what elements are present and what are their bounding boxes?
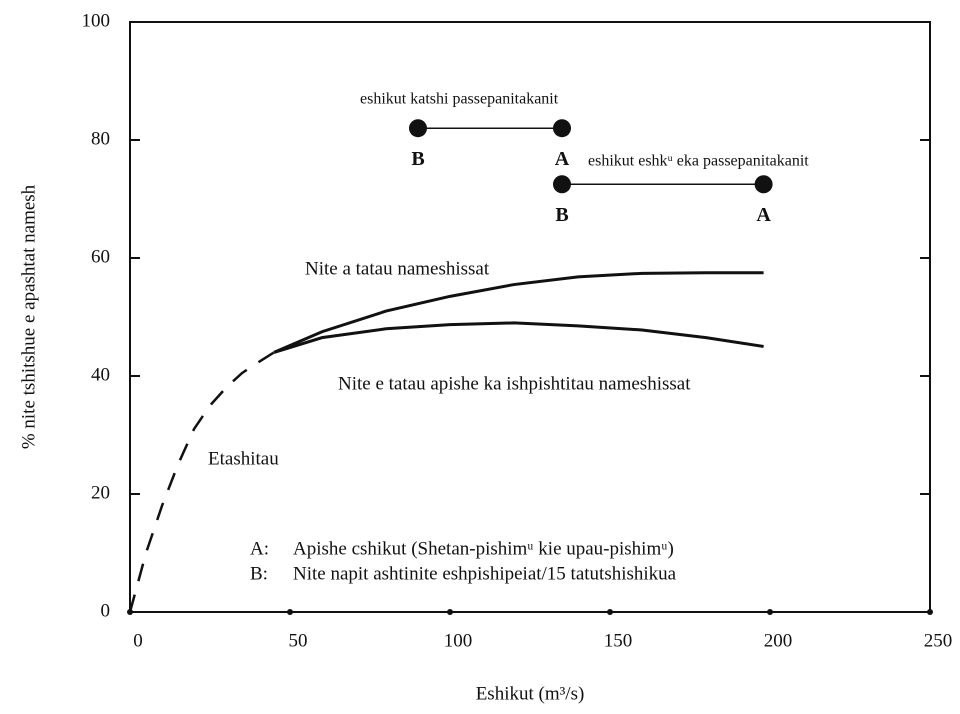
x-tick [927, 609, 933, 615]
range-point [553, 175, 571, 194]
y-tick-label: 20 [91, 482, 110, 503]
curve-label: Nite e tatau apishe ka ishpishtitau name… [338, 373, 691, 394]
curve [273, 321, 764, 354]
y-tick-label: 60 [91, 246, 110, 267]
x-tick [767, 609, 773, 615]
x-tick-label: 0 [133, 630, 143, 651]
curve-label: Nite a tatau nameshissat [305, 258, 490, 279]
range-point [754, 175, 773, 194]
y-tick-label: 100 [82, 10, 111, 31]
x-tick [287, 609, 293, 615]
y-tick-label: 40 [91, 364, 110, 385]
y-tick-label: 80 [91, 128, 110, 149]
x-tick-label: 50 [289, 630, 308, 651]
y-axis-label: % nite tshitshue e apashtat namesh [18, 184, 39, 449]
curve-label: Etashitau [208, 448, 279, 469]
note-key: A: [250, 538, 269, 559]
note-text: Apishe cshikut (Shetan-pishimᵘ kie upau-… [293, 538, 674, 559]
range-label: eshikut eshkᵘ eka passepanitakanit [588, 153, 809, 170]
x-tick [607, 609, 613, 615]
note-text: Nite napit ashtinite eshpishipeiat/15 ta… [293, 563, 677, 584]
range-point [409, 119, 427, 138]
x-tick-label: 250 [924, 630, 953, 651]
range-point-label: A [756, 204, 771, 226]
x-tick-label: 150 [604, 630, 633, 651]
range-point [553, 119, 571, 138]
x-axis-label: Eshikut (m³/s) [476, 683, 585, 704]
y-tick-label: 0 [101, 600, 111, 621]
x-tick [447, 609, 453, 615]
range-point-label: B [411, 148, 424, 170]
plot-frame [129, 21, 931, 613]
range-point-label: A [555, 148, 570, 170]
range-point-label: B [555, 204, 568, 226]
x-tick-label: 100 [444, 630, 473, 651]
note-key: B: [250, 563, 268, 584]
curve [273, 271, 764, 354]
x-tick-label: 200 [764, 630, 793, 651]
range-label: eshikut katshi passepanitakanit [360, 91, 559, 108]
curve [128, 351, 275, 613]
